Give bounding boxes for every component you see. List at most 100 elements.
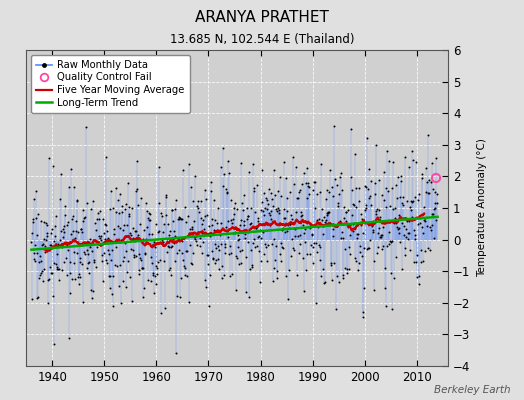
Point xyxy=(297,212,305,219)
Point xyxy=(337,187,346,193)
Point xyxy=(159,239,168,246)
Point xyxy=(184,230,193,236)
Point xyxy=(191,236,199,242)
Point xyxy=(346,232,355,239)
Point xyxy=(204,232,212,239)
Point xyxy=(84,250,92,257)
Point xyxy=(112,184,120,191)
Point xyxy=(299,222,307,228)
Point xyxy=(240,192,248,198)
Point xyxy=(203,252,211,258)
Point xyxy=(284,222,292,228)
Point xyxy=(368,228,377,235)
Point xyxy=(303,194,311,201)
Point xyxy=(61,203,69,209)
Point xyxy=(351,255,359,261)
Point xyxy=(168,207,177,213)
Point xyxy=(70,249,78,256)
Point xyxy=(400,222,408,229)
Point xyxy=(117,237,125,243)
Point xyxy=(74,280,83,287)
Point xyxy=(280,206,288,212)
Point xyxy=(330,122,339,129)
Point xyxy=(38,267,46,274)
Point xyxy=(299,230,308,236)
Point xyxy=(245,169,253,175)
Point xyxy=(256,227,264,233)
Point xyxy=(227,250,235,256)
Point xyxy=(306,220,314,227)
Point xyxy=(384,188,392,195)
Point xyxy=(64,218,72,225)
Point xyxy=(397,173,405,180)
Point xyxy=(72,198,81,204)
Point xyxy=(248,261,256,268)
Point xyxy=(193,228,202,235)
Point xyxy=(76,274,84,280)
Point xyxy=(220,272,228,279)
Point xyxy=(319,222,328,229)
Point xyxy=(229,216,237,222)
Point xyxy=(53,241,62,248)
Point xyxy=(408,199,416,205)
Point xyxy=(57,171,65,178)
Point xyxy=(361,206,369,213)
Point xyxy=(188,261,196,268)
Point xyxy=(42,219,50,226)
Point xyxy=(351,151,359,158)
Point xyxy=(141,251,149,257)
Point xyxy=(270,236,278,242)
Point xyxy=(68,216,77,223)
Point xyxy=(237,260,246,266)
Point xyxy=(149,271,158,278)
Point xyxy=(62,255,70,262)
Point xyxy=(250,188,259,194)
Point xyxy=(221,244,229,250)
Point xyxy=(247,247,256,253)
Point xyxy=(324,209,332,216)
Point xyxy=(117,300,125,306)
Point xyxy=(280,215,289,222)
Point xyxy=(360,245,368,251)
Point xyxy=(101,236,110,243)
Point xyxy=(28,296,36,303)
Point xyxy=(355,185,363,191)
Point xyxy=(412,252,421,258)
Point xyxy=(58,266,66,273)
Point xyxy=(331,176,339,183)
Point xyxy=(86,242,94,248)
Point xyxy=(278,245,287,251)
Point xyxy=(224,218,232,224)
Point xyxy=(367,202,375,208)
Point xyxy=(331,222,340,228)
Point xyxy=(232,253,241,260)
Point xyxy=(420,204,428,210)
Point xyxy=(47,270,56,276)
Point xyxy=(218,275,226,281)
Point xyxy=(291,164,300,170)
Point xyxy=(398,200,407,207)
Point xyxy=(187,184,195,190)
Point xyxy=(356,243,364,250)
Point xyxy=(350,202,358,208)
Point xyxy=(323,187,331,194)
Point xyxy=(283,227,291,234)
Point xyxy=(254,218,262,224)
Point xyxy=(283,296,292,302)
Point xyxy=(147,278,155,284)
Point xyxy=(185,161,193,168)
Point xyxy=(267,190,276,197)
Point xyxy=(359,230,367,236)
Point xyxy=(35,259,43,265)
Point xyxy=(250,236,258,242)
Point xyxy=(69,260,78,266)
Point xyxy=(94,233,103,239)
Point xyxy=(145,231,154,237)
Point xyxy=(332,306,340,312)
Point xyxy=(430,189,439,195)
Point xyxy=(388,306,397,312)
Point xyxy=(176,214,184,221)
Point xyxy=(235,236,244,242)
Point xyxy=(317,273,325,280)
Point xyxy=(425,190,433,196)
